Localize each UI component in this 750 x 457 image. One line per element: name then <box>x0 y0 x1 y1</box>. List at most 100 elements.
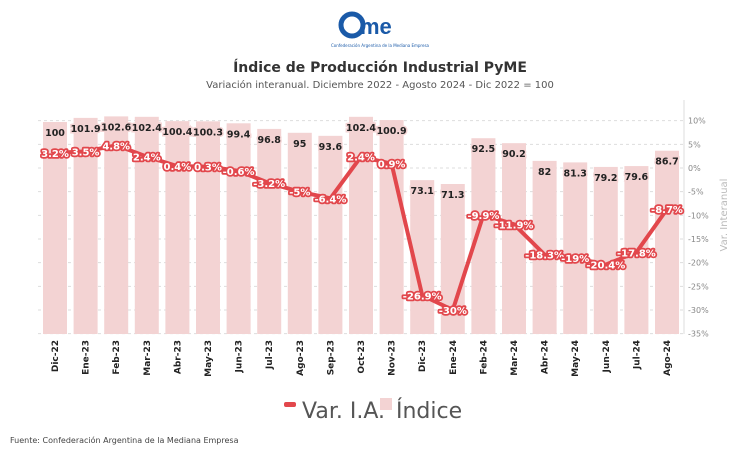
point-label: 2.4% <box>133 153 161 164</box>
bar-label: 82 <box>538 167 551 178</box>
y-tick-label: -25% <box>688 282 709 291</box>
x-tick-label: Ago-24 <box>663 340 673 376</box>
x-tick-label: Ago-23 <box>296 340 306 376</box>
x-tick-label: Oct-23 <box>357 340 367 374</box>
bar <box>73 117 98 334</box>
point-label: -8.7% <box>651 205 683 216</box>
x-tick-label: Mar-24 <box>510 340 520 376</box>
bar-label: 73.1 <box>410 186 433 197</box>
bar-label: 100.9 <box>377 126 407 137</box>
y-tick-label: -5% <box>688 188 704 197</box>
x-tick-label: Mar-23 <box>143 340 153 376</box>
y-tick-label: -10% <box>688 211 709 220</box>
bar <box>287 132 312 334</box>
bar <box>134 116 159 334</box>
bar-label: 100 <box>45 128 65 139</box>
bar <box>593 166 618 334</box>
point-label: 0.9% <box>378 160 406 171</box>
legend-var-ia: Var. I.A. <box>302 399 385 424</box>
bar <box>165 121 190 334</box>
bar-label: 81.3 <box>563 168 586 179</box>
x-tick-label: May-23 <box>204 340 214 377</box>
bar-label: 95 <box>293 139 306 150</box>
point-label: -9.9% <box>467 211 499 222</box>
y-axis-title: Var. Interanual <box>719 179 730 252</box>
point-label: 0.3% <box>194 163 222 174</box>
bar-label: 102.4 <box>346 123 376 134</box>
x-tick-label: Abr-23 <box>173 340 183 374</box>
x-tick-label: Feb-24 <box>479 340 489 375</box>
x-tick-label: Dic-23 <box>418 340 428 372</box>
y-tick-label: 10% <box>688 117 706 126</box>
bar-label: 92.5 <box>472 144 495 155</box>
legend-indice: Índice <box>396 398 462 424</box>
x-tick-label: Dic-22 <box>51 340 61 372</box>
chart-subtitle: Variación interanual. Diciembre 2022 - A… <box>206 79 554 91</box>
x-tick-label: Abr-24 <box>541 340 551 374</box>
bar <box>502 143 526 334</box>
bar <box>349 116 373 334</box>
y-tick-label: -15% <box>688 235 709 244</box>
bar-label: 79.6 <box>625 172 649 183</box>
legend: Var. I.A. Índice <box>284 398 462 424</box>
bar <box>43 122 67 334</box>
bar-label: 86.7 <box>655 157 678 168</box>
logo: me Confederación Argentina de la Mediana… <box>331 11 430 48</box>
svg-text:me: me <box>360 14 392 39</box>
point-label: -0.6% <box>223 167 255 178</box>
y-tick-label: 0% <box>688 164 701 173</box>
point-label: -6.4% <box>314 194 346 205</box>
point-label: -18.3% <box>525 251 564 262</box>
chart-title: Índice de Producción Industrial PyME <box>233 59 527 76</box>
bar <box>257 128 282 334</box>
y-tick-label: 5% <box>688 140 701 149</box>
y-tick-label: -30% <box>688 306 709 315</box>
x-tick-label: Ene-24 <box>449 340 459 375</box>
legend-bar-swatch <box>380 398 392 410</box>
bar-label: 100.4 <box>162 127 192 138</box>
x-tick-label: Feb-23 <box>112 340 122 375</box>
point-label: 3.2% <box>41 149 69 160</box>
x-tick-label: Jun-24 <box>602 340 612 373</box>
bar-label: 102.6 <box>101 122 131 133</box>
point-label: 2.4% <box>347 153 375 164</box>
source-note: Fuente: Confederación Argentina de la Me… <box>10 435 239 445</box>
point-label: 0.4% <box>164 162 192 173</box>
bar-label: 93.6 <box>319 142 343 153</box>
x-tick-label: Nov-23 <box>388 340 398 376</box>
y-tick-label: -35% <box>688 330 709 339</box>
point-label: -3.2% <box>253 179 285 190</box>
x-tick-label: Sep-23 <box>326 340 336 375</box>
legend-line-swatch <box>284 402 296 407</box>
var-ia-line <box>54 143 669 312</box>
bar <box>379 120 404 334</box>
bar-label: 99.4 <box>227 129 251 140</box>
bar <box>226 123 251 335</box>
point-label: -30% <box>439 306 467 317</box>
point-label: 3.5% <box>72 147 100 158</box>
x-tick-label: May-24 <box>571 340 581 377</box>
bar <box>655 150 679 334</box>
bar-label: 90.2 <box>502 149 525 160</box>
bar-label: 71.3 <box>441 190 464 201</box>
bar-label: 100.3 <box>193 127 223 138</box>
point-label: -26.9% <box>403 291 442 302</box>
bar-label: 102.4 <box>132 123 162 134</box>
point-label: -5% <box>289 188 310 199</box>
point-label: -11.9% <box>495 220 534 231</box>
logo-tagline: Confederación Argentina de la Mediana Em… <box>331 43 430 48</box>
bar-label: 79.2 <box>594 173 617 184</box>
bar-label: 96.8 <box>257 135 281 146</box>
x-tick-label: Ene-23 <box>82 340 92 375</box>
x-tick-label: Jul-23 <box>265 340 275 370</box>
bar <box>104 116 129 334</box>
bar <box>318 135 343 334</box>
bar-label: 101.9 <box>71 124 101 135</box>
y-tick-label: -20% <box>688 259 709 268</box>
point-label: -20.4% <box>586 261 625 272</box>
bar <box>563 162 588 334</box>
bar <box>196 121 220 335</box>
point-label: -17.8% <box>617 248 656 259</box>
x-tick-label: Jul-24 <box>632 340 642 370</box>
